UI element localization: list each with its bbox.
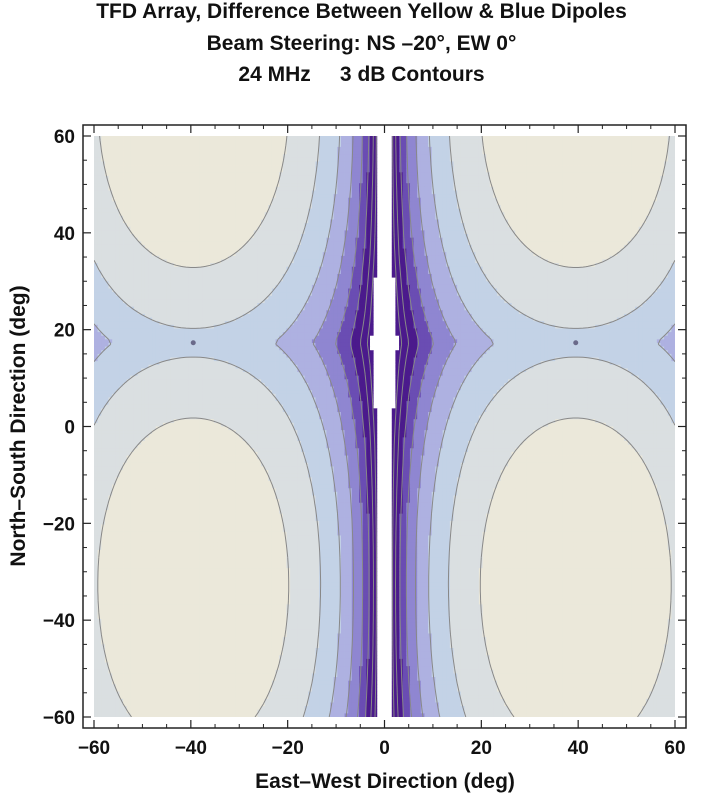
y-axis-label: North–South Direction (deg) bbox=[7, 285, 30, 566]
y-tick-label: −20 bbox=[43, 514, 75, 535]
x-tick-label: 40 bbox=[568, 738, 589, 759]
y-tick-label: 40 bbox=[54, 224, 75, 245]
contour-field bbox=[94, 136, 675, 717]
x-tick-label: −20 bbox=[272, 738, 304, 759]
x-tick-label: −40 bbox=[175, 738, 207, 759]
x-axis-label: East–West Direction (deg) bbox=[255, 770, 515, 793]
contour-singular-point bbox=[191, 340, 196, 345]
contour-singular-point bbox=[573, 340, 578, 345]
y-tick-label: 60 bbox=[54, 127, 75, 148]
y-tick-label: −60 bbox=[43, 708, 75, 729]
y-tick-label: 0 bbox=[64, 418, 75, 439]
x-tick-label: 20 bbox=[471, 738, 492, 759]
x-tick-label: −60 bbox=[78, 738, 110, 759]
y-tick-label: 20 bbox=[54, 321, 75, 342]
y-tick-label: −40 bbox=[43, 611, 75, 632]
x-tick-label: 0 bbox=[379, 738, 390, 759]
x-tick-label: 60 bbox=[664, 738, 685, 759]
